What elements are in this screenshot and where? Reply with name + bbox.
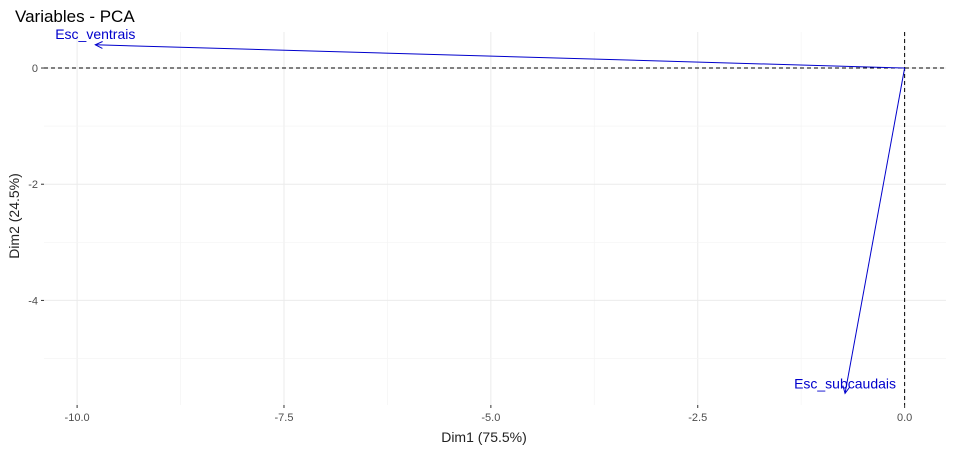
variable-arrow: Esc_ventrais [55,26,905,69]
x-axis-title: Dim1 (75.5%) [441,429,527,445]
x-tick-label: -2.5 [688,412,707,424]
arrow-shaft [95,44,905,69]
x-tick-label: -10.0 [65,412,90,424]
arrow-head [842,385,851,395]
y-tick-label: 0 [32,63,38,75]
x-tick-label: 0.0 [897,412,912,424]
chart-title: Variables - PCA [15,7,135,26]
x-tick-label: -5.0 [481,412,500,424]
variable-label: Esc_subcaudais [794,375,896,391]
reference-lines [44,32,946,405]
y-tick-label: -2 [28,179,38,191]
y-tick-label: -4 [28,295,38,307]
variable-arrows: Esc_ventrais Esc_subcaudais [55,26,906,395]
arrow-head [94,41,103,49]
grid [44,32,946,405]
y-axis-ticks: 0 -2 -4 [28,63,44,307]
variable-arrow: Esc_subcaudais [794,67,906,395]
x-tick-label: -7.5 [274,412,293,424]
arrow-shaft [844,67,906,394]
x-axis-ticks: -10.0 -7.5 -5.0 -2.5 0.0 [65,405,912,424]
variable-label: Esc_ventrais [55,26,135,42]
y-axis-title: Dim2 (24.5%) [6,173,22,259]
